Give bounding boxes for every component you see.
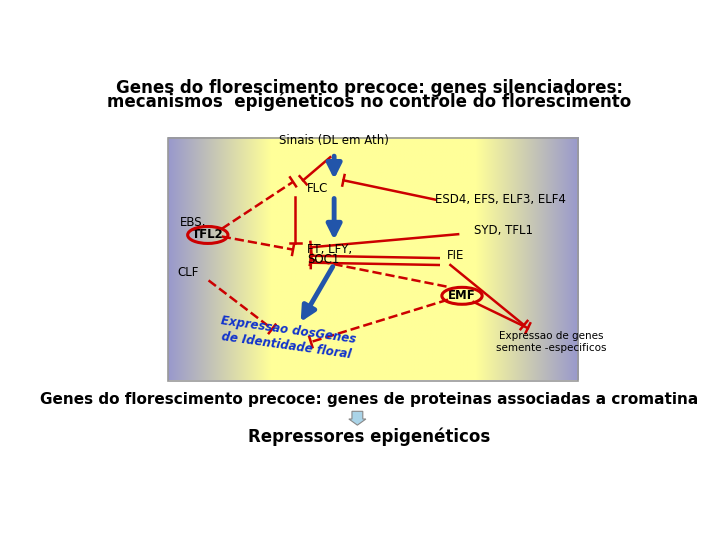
Text: ESD4, EFS, ELF3, ELF4: ESD4, EFS, ELF3, ELF4: [436, 193, 566, 206]
Text: EBS,: EBS,: [180, 216, 206, 229]
Text: Expressao de genes
semente -especificos: Expressao de genes semente -especificos: [496, 331, 606, 353]
Text: Sinais (DL em Ath): Sinais (DL em Ath): [279, 134, 389, 147]
Text: TFL2: TFL2: [192, 228, 224, 241]
Text: FLC: FLC: [307, 181, 328, 194]
Bar: [168, 138, 578, 381]
Text: Expressao dosGenes
de Identidade floral: Expressao dosGenes de Identidade floral: [218, 314, 357, 362]
Text: Repressores epigenéticos: Repressores epigenéticos: [248, 428, 490, 446]
Text: FIE: FIE: [446, 249, 464, 262]
Text: Genes do florescimento precoce: genes de proteinas associadas a cromatina: Genes do florescimento precoce: genes de…: [40, 392, 698, 407]
Text: FT, LFY,: FT, LFY,: [307, 243, 352, 256]
Text: EMF: EMF: [448, 289, 476, 302]
Text: mecanismos  epigéneticos no controle do florescimento: mecanismos epigéneticos no controle do f…: [107, 92, 631, 111]
Text: SOC1: SOC1: [307, 253, 339, 266]
Text: CLF: CLF: [177, 266, 199, 279]
Text: SYD, TFL1: SYD, TFL1: [474, 224, 533, 237]
Text: Genes do florescimento precoce: genes silenciadores:: Genes do florescimento precoce: genes si…: [115, 79, 623, 97]
FancyArrow shape: [349, 411, 366, 425]
